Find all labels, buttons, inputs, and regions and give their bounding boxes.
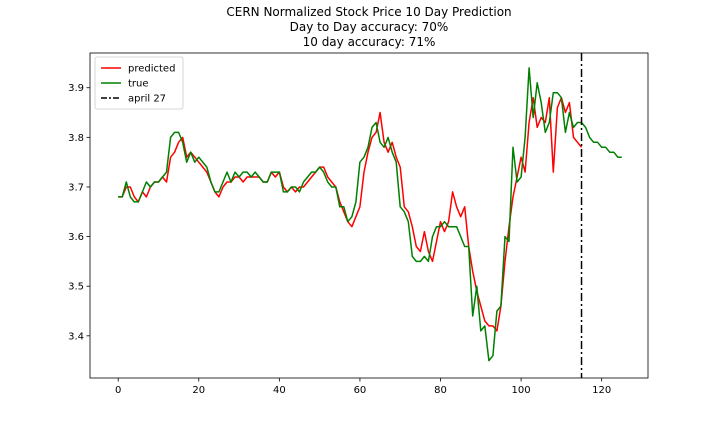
legend-box [94, 56, 184, 110]
x-tick-label: 100 [512, 385, 531, 396]
chart-title-line-3: 10 day accuracy: 71% [303, 35, 436, 49]
x-tick-label: 80 [434, 385, 447, 396]
x-axis-ticks: 0 20 40 60 80 100 120 [115, 378, 611, 396]
chart-title-line-1: CERN Normalized Stock Price 10 Day Predi… [226, 5, 511, 19]
x-tick-label: 40 [273, 385, 286, 396]
chart-title-line-2: Day to Day accuracy: 70% [290, 20, 449, 34]
x-tick-label: 120 [592, 385, 611, 396]
x-tick-label: 20 [192, 385, 205, 396]
plot-lines [118, 53, 622, 378]
series-line-true [118, 67, 622, 362]
y-tick-label: 3.9 [68, 83, 84, 94]
legend-label: april 27 [128, 94, 166, 105]
y-axis-ticks: 3.4 3.5 3.6 3.7 3.8 3.9 [68, 83, 90, 342]
chart-title: CERN Normalized Stock Price 10 Day Predi… [226, 5, 511, 49]
legend-label: predicted [128, 64, 175, 75]
plot-frame [89, 52, 649, 379]
y-tick-label: 3.7 [68, 182, 84, 193]
series-line-predicted [118, 96, 583, 332]
y-tick-label: 3.5 [68, 282, 84, 293]
y-tick-label: 3.8 [68, 133, 84, 144]
y-tick-label: 3.4 [68, 331, 84, 342]
y-tick-label: 3.6 [68, 232, 84, 243]
x-tick-label: 0 [115, 385, 121, 396]
x-tick-label: 60 [354, 385, 367, 396]
legend-label: true [128, 79, 149, 90]
legend: predicted true april 27 [94, 56, 184, 110]
